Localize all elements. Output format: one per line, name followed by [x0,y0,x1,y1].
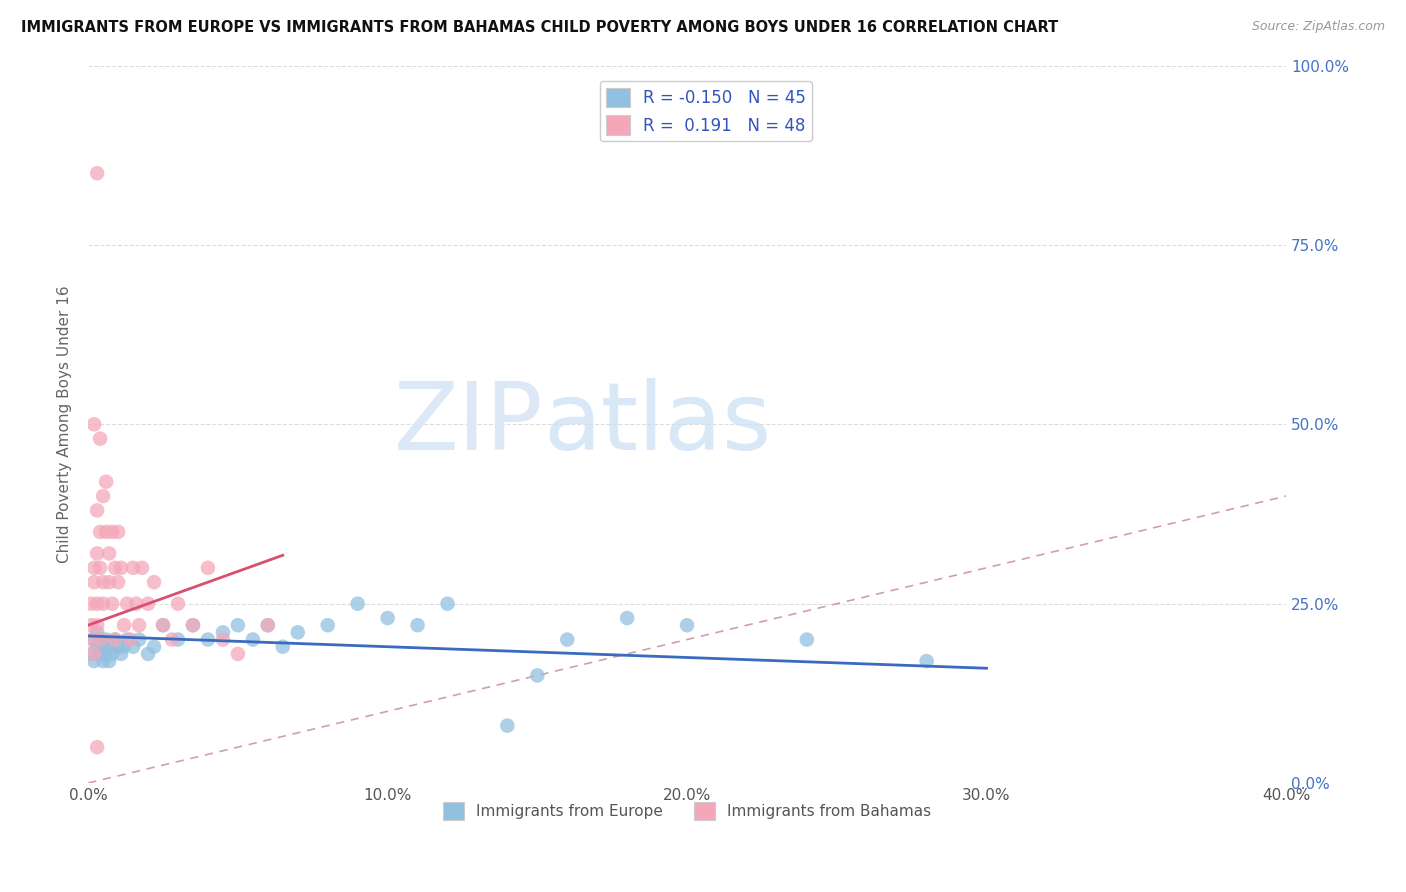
Point [107,575,129,590]
Point [86,597,108,611]
Point [98,654,121,668]
Point [226,618,249,632]
Point [91,597,114,611]
Point [91,489,114,503]
Point [152,618,174,632]
Point [83,575,105,590]
Point [98,546,121,560]
Point [98,640,121,654]
Point [115,597,138,611]
Point [197,632,219,647]
Point [287,625,309,640]
Point [122,561,145,575]
Point [112,618,135,632]
Point [91,575,114,590]
Point [496,719,519,733]
Point [377,611,399,625]
Point [197,561,219,575]
Point [101,524,124,539]
Point [160,632,183,647]
Point [94,475,117,489]
Point [107,640,129,654]
Point [89,647,111,661]
Point [86,740,108,755]
Point [104,561,127,575]
Point [80,618,103,632]
Point [107,524,129,539]
Point [91,654,114,668]
Point [112,640,135,654]
Point [110,647,132,661]
Point [89,432,111,446]
Point [676,618,699,632]
Point [143,640,166,654]
Point [167,632,190,647]
Point [101,647,124,661]
Point [212,625,235,640]
Point [131,561,153,575]
Point [86,166,108,180]
Point [98,575,121,590]
Point [181,618,204,632]
Point [346,597,368,611]
Point [316,618,339,632]
Point [86,503,108,517]
Point [242,632,264,647]
Point [83,647,105,661]
Point [212,632,235,647]
Text: atlas: atlas [543,378,772,470]
Point [555,632,578,647]
Point [80,597,103,611]
Legend: Immigrants from Europe, Immigrants from Bahamas: Immigrants from Europe, Immigrants from … [436,796,938,826]
Point [122,640,145,654]
Point [167,597,190,611]
Point [128,632,150,647]
Point [104,632,127,647]
Point [89,524,111,539]
Text: ZIP: ZIP [394,378,543,470]
Point [86,625,108,640]
Point [120,632,142,647]
Point [271,640,294,654]
Point [83,654,105,668]
Point [94,647,117,661]
Point [83,561,105,575]
Point [80,632,103,647]
Point [86,618,108,632]
Point [86,640,108,654]
Point [181,618,204,632]
Point [143,575,166,590]
Point [152,618,174,632]
Point [406,618,429,632]
Point [89,561,111,575]
Point [226,647,249,661]
Point [86,546,108,560]
Point [616,611,638,625]
Point [128,618,150,632]
Point [83,632,105,647]
Point [80,647,103,661]
Point [796,632,818,647]
Point [256,618,278,632]
Y-axis label: Child Poverty Among Boys Under 16: Child Poverty Among Boys Under 16 [58,285,72,563]
Point [115,632,138,647]
Point [94,524,117,539]
Point [101,597,124,611]
Point [256,618,278,632]
Point [125,597,148,611]
Point [436,597,458,611]
Point [110,561,132,575]
Text: IMMIGRANTS FROM EUROPE VS IMMIGRANTS FROM BAHAMAS CHILD POVERTY AMONG BOYS UNDER: IMMIGRANTS FROM EUROPE VS IMMIGRANTS FRO… [21,20,1059,35]
Text: Source: ZipAtlas.com: Source: ZipAtlas.com [1251,20,1385,33]
Point [104,632,127,647]
Point [526,668,548,682]
Point [136,647,159,661]
Point [89,632,111,647]
Point [89,632,111,647]
Point [91,640,114,654]
Point [915,654,938,668]
Point [136,597,159,611]
Point [83,417,105,432]
Point [94,632,117,647]
